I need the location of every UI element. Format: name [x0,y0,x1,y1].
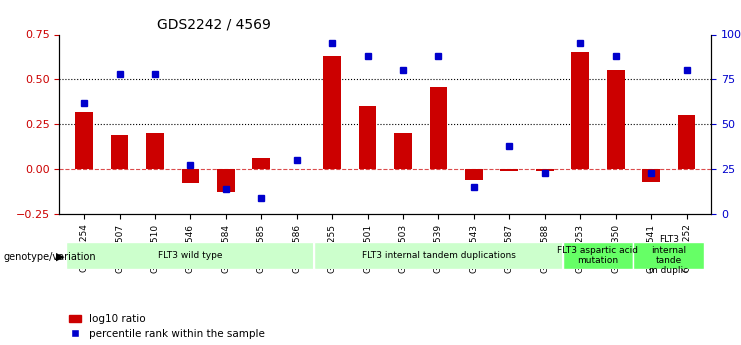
Text: FLT3 wild type: FLT3 wild type [158,251,222,260]
Text: genotype/variation: genotype/variation [4,252,96,262]
Bar [562,34,598,214]
Bar [146,133,164,169]
Bar [279,34,314,214]
Bar [137,34,173,214]
Bar [244,34,279,214]
Bar [491,34,527,214]
Bar [102,34,137,214]
Bar [110,135,128,169]
Bar [642,169,660,181]
Bar [678,115,695,169]
Bar [182,169,199,184]
Text: ▶: ▶ [56,252,64,262]
Bar [76,112,93,169]
Bar [385,34,421,214]
Bar [465,169,483,180]
Bar [536,169,554,171]
Bar [456,34,491,214]
Bar [314,34,350,214]
FancyBboxPatch shape [562,241,634,269]
Bar [217,169,235,193]
Text: FLT3
internal
tande
m duplic: FLT3 internal tande m duplic [649,235,688,275]
Bar [350,34,385,214]
Bar [253,158,270,169]
Bar [421,34,456,214]
Bar [669,34,704,214]
FancyBboxPatch shape [67,241,314,269]
Bar [430,87,448,169]
Text: FLT3 aspartic acid
mutation: FLT3 aspartic acid mutation [557,246,639,265]
Bar [571,52,589,169]
Text: GDS2242 / 4569: GDS2242 / 4569 [157,18,271,32]
Bar [394,133,412,169]
FancyBboxPatch shape [314,241,562,269]
Bar [500,169,518,171]
Bar [67,34,102,214]
FancyBboxPatch shape [634,241,704,269]
Bar [359,106,376,169]
Bar [634,34,669,214]
Bar [173,34,208,214]
Text: FLT3 internal tandem duplications: FLT3 internal tandem duplications [362,251,516,260]
Bar [527,34,562,214]
Legend: log10 ratio, percentile rank within the sample: log10 ratio, percentile rank within the … [64,310,270,343]
Bar [323,56,341,169]
Bar [208,34,244,214]
Bar [607,70,625,169]
Bar [598,34,634,214]
